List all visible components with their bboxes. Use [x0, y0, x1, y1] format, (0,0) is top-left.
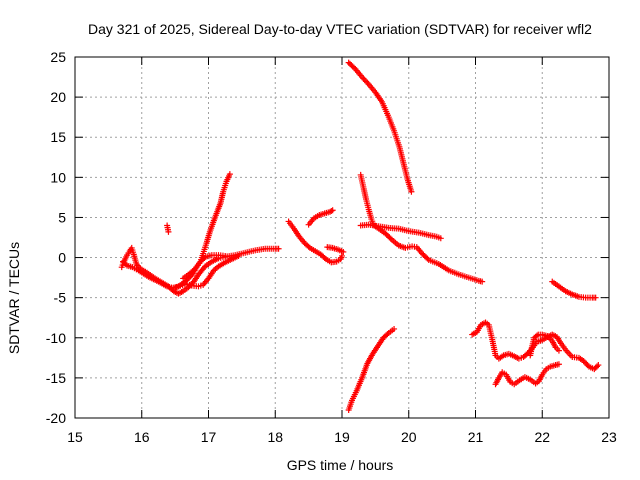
- y-tick-label: 10: [50, 169, 66, 185]
- data-point-marker: [321, 254, 328, 261]
- series-arc-12: [345, 325, 398, 413]
- data-point-marker: [275, 245, 282, 252]
- data-point-marker: [593, 363, 600, 370]
- data-point-marker: [437, 235, 444, 242]
- series-arc-2: [120, 252, 242, 292]
- data-point-marker: [595, 362, 602, 369]
- data-point-marker: [201, 254, 208, 261]
- data-point-marker: [592, 364, 599, 371]
- data-point-marker: [424, 255, 431, 262]
- data-point-marker: [408, 188, 415, 195]
- data-point-marker: [533, 332, 540, 339]
- y-tick-label: 25: [50, 49, 66, 65]
- x-tick-label: 21: [468, 429, 484, 445]
- data-point-marker: [555, 361, 562, 368]
- y-tick-label: -5: [54, 290, 67, 306]
- y-tick-label: 5: [58, 209, 66, 225]
- y-tick-label: 0: [58, 250, 66, 266]
- series-arc-11: [357, 221, 444, 242]
- data-point-marker: [329, 207, 336, 214]
- data-point-marker: [391, 325, 398, 332]
- data-points: [118, 59, 602, 413]
- data-point-marker: [121, 259, 128, 266]
- data-point-marker: [479, 278, 486, 285]
- data-point-marker: [190, 266, 197, 273]
- grid-lines: [75, 57, 609, 418]
- data-point-marker: [305, 243, 312, 250]
- data-point-marker: [351, 64, 358, 71]
- y-tick-label: 20: [50, 89, 66, 105]
- data-point-marker: [328, 208, 335, 215]
- data-point-marker: [122, 261, 129, 268]
- series-arc-5: [180, 252, 229, 282]
- data-point-marker: [120, 258, 127, 265]
- x-tick-label: 16: [134, 429, 150, 445]
- data-point-marker: [387, 235, 394, 242]
- data-point-marker: [340, 248, 347, 255]
- x-tick-label: 15: [67, 429, 83, 445]
- series-arc-4: [164, 222, 172, 235]
- series-arc-9: [345, 59, 415, 195]
- series-arc-16: [549, 278, 599, 301]
- series-arc-8: [324, 244, 347, 255]
- series-arc-14: [492, 361, 562, 388]
- y-tick-label: 15: [50, 129, 66, 145]
- x-tick-label: 17: [201, 429, 217, 445]
- data-point-marker: [226, 171, 233, 178]
- x-tick-label: 22: [534, 429, 550, 445]
- y-tick-label: -10: [46, 330, 66, 346]
- y-tick-label: -20: [46, 410, 66, 426]
- data-point-marker: [222, 252, 229, 259]
- series-arc-7: [305, 207, 336, 228]
- y-tick-labels: 25 20 15 10 5 0 -5 -10 -15 -20: [46, 49, 66, 426]
- x-tick-label: 20: [401, 429, 417, 445]
- plot-border: [74, 56, 610, 419]
- y-tick-label: -15: [46, 370, 66, 386]
- data-point-marker: [591, 366, 598, 373]
- chart-title: Day 321 of 2025, Sidereal Day-to-day VTE…: [88, 21, 592, 37]
- x-axis-label: GPS time / hours: [287, 457, 394, 473]
- x-tick-label: 19: [334, 429, 350, 445]
- data-point-marker: [384, 331, 391, 338]
- y-axis-label: SDTVAR / TECUs: [6, 242, 22, 354]
- x-tick-label: 18: [267, 429, 283, 445]
- series-arc-6: [285, 218, 345, 266]
- x-tick-labels: 15 16 17 18 19 20 21 22 23: [67, 429, 617, 445]
- data-point-marker: [235, 252, 242, 259]
- data-point-marker: [555, 347, 562, 354]
- x-tick-label: 23: [601, 429, 617, 445]
- series-arc-15: [527, 331, 562, 359]
- series-arc-13: [469, 319, 602, 373]
- data-point-marker: [165, 228, 172, 235]
- data-point-marker: [592, 294, 599, 301]
